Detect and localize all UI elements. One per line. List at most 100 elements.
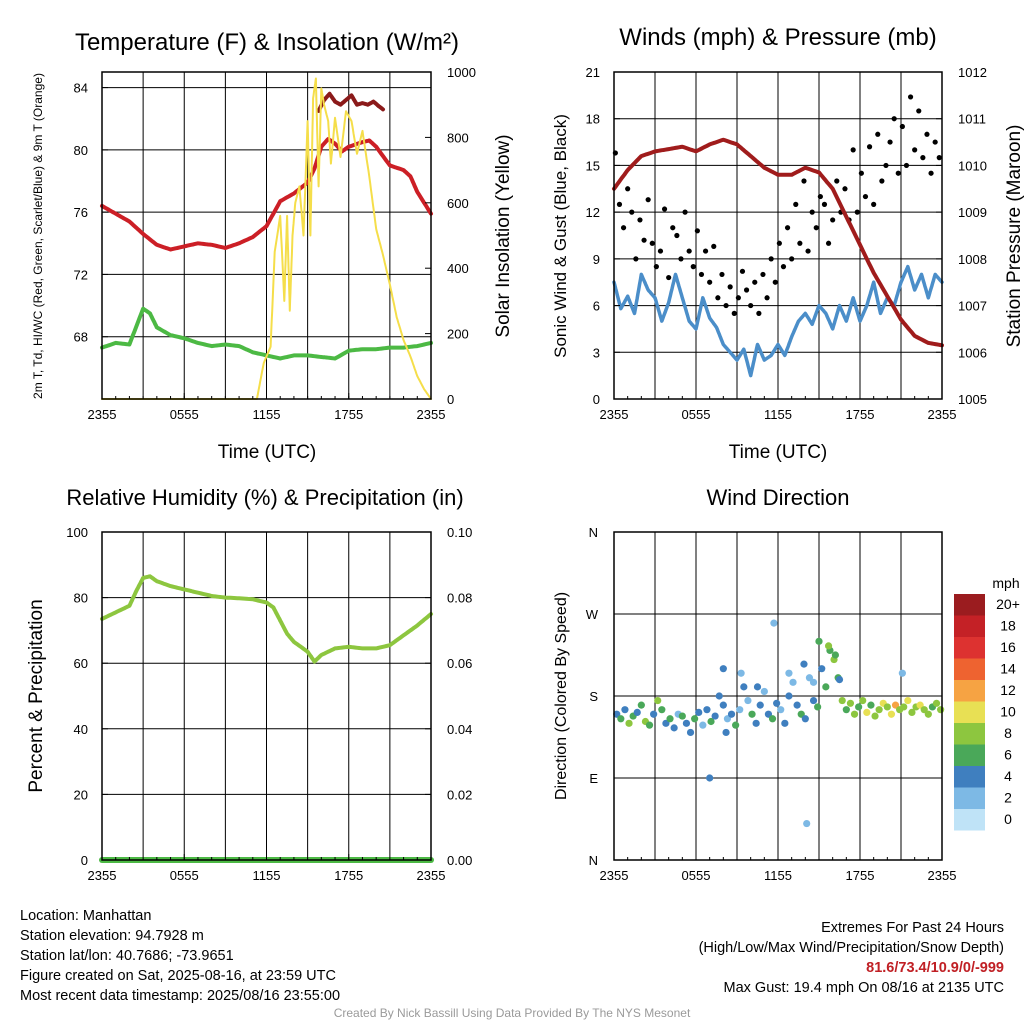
gust-point — [707, 279, 713, 285]
gust-point — [899, 123, 905, 130]
gust-point — [694, 228, 700, 234]
gust-point — [735, 295, 741, 301]
direction-point — [924, 710, 932, 718]
colorbar-label: 20+ — [996, 596, 1020, 612]
direction-point — [859, 696, 867, 705]
gust-point — [780, 264, 787, 270]
gust-point — [649, 240, 655, 246]
direction-point — [842, 706, 850, 714]
extremes-info: Extremes For Past 24 Hours (High/Low/Max… — [699, 918, 1004, 998]
gust-point — [895, 170, 901, 176]
colorbar-swatch — [954, 701, 985, 723]
y-tick-label: 20 — [74, 787, 88, 802]
y-tick-label: E — [589, 771, 598, 786]
y-right-tick-label: 1010 — [958, 158, 987, 173]
y-tick-label: 0 — [593, 392, 600, 407]
direction-point — [703, 706, 711, 714]
recent-data-timestamp: Most recent data timestamp: 2025/08/16 2… — [20, 988, 341, 1004]
x-tick-label: 1155 — [253, 407, 281, 422]
station-info: Location: Manhattan Station elevation: 9… — [20, 906, 340, 1006]
direction-point — [789, 678, 797, 686]
y-right-tick-label: 200 — [447, 327, 469, 342]
y-right-tick-label: 0.10 — [447, 525, 472, 540]
gust-point — [731, 310, 737, 316]
gust-point — [772, 279, 778, 285]
gust-point — [629, 209, 635, 215]
gust-point — [776, 240, 782, 246]
direction-point — [686, 728, 695, 737]
direction-point — [768, 715, 777, 723]
gust-point — [797, 240, 803, 246]
direction-point — [863, 708, 871, 717]
direction-point — [898, 669, 906, 677]
direction-ylabel: Direction (Colored By Speed) — [553, 592, 570, 800]
x-tick-label: 2355 — [600, 868, 629, 883]
y-right-tick-label: 400 — [447, 261, 469, 276]
gust-point — [850, 147, 856, 153]
colorbar-title: mph — [992, 575, 1019, 591]
x-tick-label: 1155 — [764, 407, 792, 422]
gust-point — [805, 248, 811, 254]
direction-point — [691, 715, 699, 723]
direction-point — [824, 642, 833, 650]
direction-point — [756, 701, 764, 709]
temperature-ylabel: 2m T, Td, HI/WC (Red, Green, Scarlet/Blu… — [31, 73, 45, 399]
gust-point — [657, 248, 664, 254]
gust-point — [674, 232, 680, 239]
y-right-tick-label: 600 — [447, 196, 469, 211]
winds-panel: Winds (mph) & Pressure (mb) 2355 0555 1155… — [551, 24, 1024, 463]
y-tick-label: 100 — [66, 525, 88, 540]
direction-point — [752, 719, 760, 727]
gust-point — [813, 225, 819, 231]
colorbar-swatch — [954, 680, 985, 702]
direction-point — [711, 712, 719, 720]
gust-point — [711, 243, 717, 249]
winds-grid — [614, 72, 942, 399]
direction-point — [801, 715, 809, 723]
humidity-title: Relative Humidity (%) & Precipitation (i… — [66, 485, 463, 510]
direction-point — [871, 712, 879, 720]
gust-point — [637, 217, 643, 223]
gust-point — [883, 162, 889, 169]
gust-point — [616, 201, 623, 207]
figure-created: Figure created on Sat, 2025-08-16, at 23… — [20, 968, 336, 984]
gust-point — [653, 264, 659, 270]
series-yellow-line — [101, 77, 432, 400]
gust-point — [821, 201, 828, 207]
colorbar-swatch — [954, 615, 985, 637]
colorbar-swatch — [954, 637, 985, 659]
gust-point — [678, 256, 684, 262]
station-elevation: Station elevation: 94.7928 m — [20, 928, 204, 944]
max-gust: Max Gust: 19.4 mph On 08/16 at 2135 UTC — [723, 980, 1004, 996]
colorbar-label: 10 — [1000, 704, 1016, 720]
direction-point — [785, 669, 793, 677]
direction-point — [818, 665, 826, 673]
gust-point — [879, 178, 885, 184]
direction-point — [770, 619, 778, 627]
gust-point — [625, 186, 631, 192]
direction-point — [822, 683, 830, 691]
direction-point — [633, 708, 641, 717]
direction-point — [815, 637, 823, 645]
gust-point — [887, 139, 893, 145]
x-tick-label: 1755 — [846, 868, 875, 883]
y-tick-label: 9 — [593, 252, 600, 267]
temperature-title: Temperature (F) & Insolation (W/m²) — [75, 29, 459, 56]
direction-point — [650, 710, 658, 718]
y-tick-label: 80 — [74, 143, 88, 158]
x-tick-label: 1155 — [253, 868, 281, 883]
direction-point — [781, 719, 789, 727]
temperature-panel: Temperature (F) & Insolation (W/m²) 2355… — [31, 29, 514, 463]
direction-point — [753, 683, 762, 691]
gust-point — [670, 225, 676, 231]
colorbar-swatch — [954, 658, 985, 680]
gust-point — [866, 144, 873, 150]
x-tick-label: 0555 — [682, 868, 711, 883]
direction-point — [773, 699, 781, 707]
gust-point — [924, 131, 930, 137]
gust-point — [916, 108, 922, 114]
y-tick-label: 12 — [586, 205, 600, 220]
gust-point — [743, 287, 750, 293]
gust-point — [715, 295, 721, 301]
y-right-tick-label: 0.06 — [447, 656, 472, 671]
